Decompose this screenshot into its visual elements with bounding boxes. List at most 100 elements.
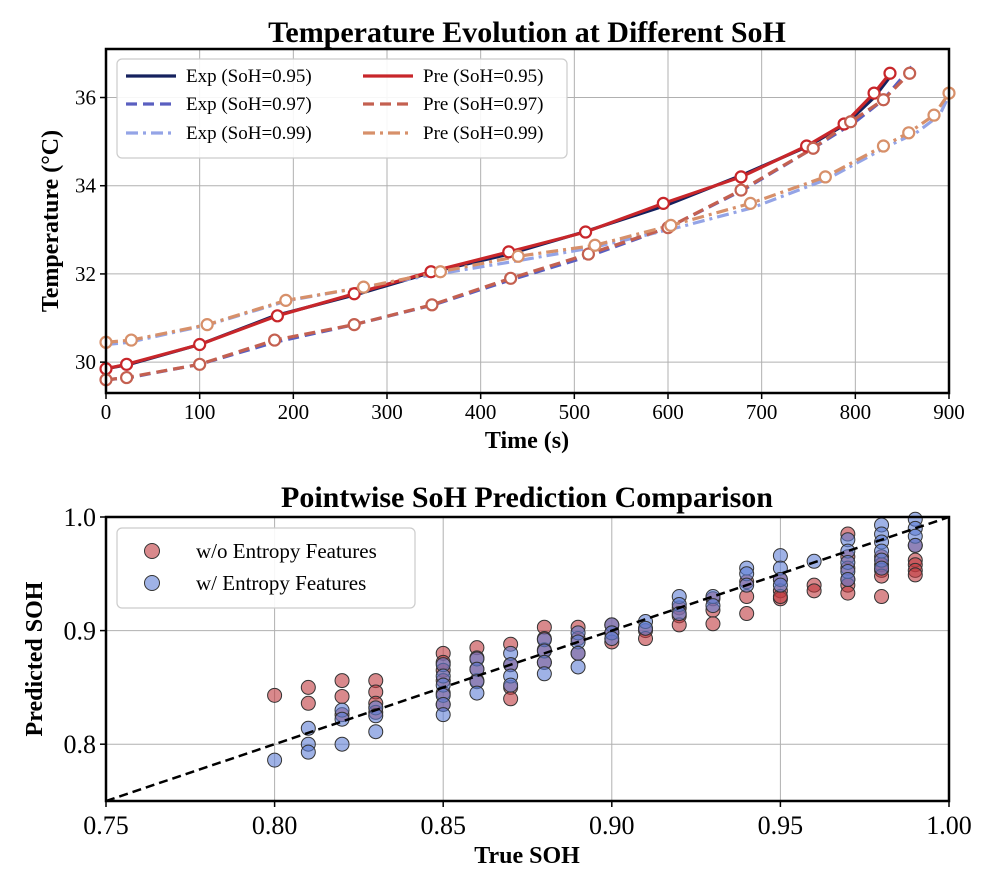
reference-line (105, 515, 950, 803)
scatter-chart: Pointwise SoH Prediction Comparison 0.75… (22, 481, 972, 869)
scatter-points (267, 511, 923, 768)
plot-frame (104, 515, 951, 803)
x-tick-label: 100 (184, 400, 216, 424)
legend-label: w/o Entropy Features (196, 539, 377, 563)
point-without-entropy (334, 688, 350, 704)
data-marker (867, 86, 881, 100)
legend: w/o Entropy Features w/ Entropy Features (116, 527, 416, 609)
data-marker (734, 183, 748, 197)
series-line-6 (105, 92, 951, 344)
legend-box (116, 527, 416, 609)
data-marker (193, 337, 207, 352)
data-marker (270, 309, 285, 323)
data-marker (200, 318, 214, 332)
x-axis-label: True SOH (474, 843, 580, 869)
x-tick-label: 500 (559, 400, 591, 424)
x-tick-label: 0.90 (589, 811, 635, 840)
data-marker (193, 357, 207, 371)
point-with-entropy (334, 736, 350, 752)
y-tick-label: 0.9 (64, 617, 97, 646)
point-without-entropy (300, 695, 316, 711)
data-marker (433, 265, 447, 279)
tick-labels: 0.75 0.80 0.85 0.90 0.95 1.00 0.8 0.9 1.0 (64, 503, 972, 840)
data-marker (818, 170, 832, 184)
data-marker (425, 298, 439, 312)
y-tick-label: 0.8 (64, 730, 97, 759)
data-marker (504, 271, 518, 285)
point-with-entropy (435, 707, 451, 723)
temperature-chart: Temperature Evolution at Different SoH 0… (38, 16, 965, 454)
x-tick-label: 0.75 (83, 811, 129, 840)
x-tick-label: 1.00 (926, 811, 972, 840)
chart-title: Temperature Evolution at Different SoH (268, 16, 786, 49)
y-axis-label: Predicted SOH (22, 581, 48, 736)
data-marker (883, 66, 897, 80)
data-marker (347, 287, 361, 301)
data-marker (356, 280, 371, 294)
point-without-entropy (907, 567, 923, 583)
legend-label: Exp (SoH=0.97) (186, 94, 312, 115)
point-with-entropy (671, 606, 687, 622)
point-without-entropy (806, 583, 822, 599)
point-without-entropy (705, 616, 721, 632)
tick-labels: 0 100 200 300 400 500 600 700 800 900 30 32 34 36 (75, 86, 965, 424)
point-with-entropy (469, 685, 485, 701)
point-without-entropy (267, 687, 283, 703)
data-marker (511, 249, 525, 263)
data-marker (656, 196, 670, 210)
x-tick-label: 300 (371, 400, 403, 424)
legend-box (116, 58, 568, 159)
point-with-entropy (772, 548, 788, 564)
y-axis-label: Temperature (°C) (38, 130, 64, 312)
x-axis-label: Time (s) (485, 428, 569, 454)
y-tick-label: 34 (75, 174, 97, 198)
legend-label: Exp (SoH=0.95) (186, 66, 312, 87)
plot-frame (104, 47, 951, 395)
y-tick-label: 32 (75, 262, 96, 286)
data-marker (268, 333, 282, 347)
data-marker (347, 318, 361, 332)
y-tick-label: 36 (75, 86, 96, 110)
point-with-entropy (570, 659, 586, 675)
data-marker (578, 225, 593, 239)
chart-title: Pointwise SoH Prediction Comparison (281, 481, 773, 514)
point-with-entropy (267, 752, 283, 768)
point-without-entropy (874, 589, 890, 605)
point-without-entropy (739, 606, 755, 622)
data-marker (120, 357, 134, 371)
data-marker (279, 293, 293, 307)
legend-marker (144, 543, 160, 559)
x-tick-label: 0.85 (420, 811, 466, 840)
legend-marker (144, 575, 160, 591)
series-line-4 (105, 72, 892, 371)
point-with-entropy (705, 598, 721, 614)
x-tick-label: 400 (465, 400, 497, 424)
data-marker (902, 126, 916, 140)
x-tick-label: 900 (933, 400, 965, 424)
data-marker (734, 170, 748, 184)
legend-label: Exp (SoH=0.99) (186, 123, 312, 144)
x-tick-label: 700 (746, 400, 778, 424)
point-with-entropy (503, 677, 519, 693)
legend: Exp (SoH=0.95) Exp (SoH=0.97) Exp (SoH=0.9… (116, 58, 568, 159)
y-tick-label: 1.0 (64, 503, 97, 532)
point-with-entropy (300, 744, 316, 760)
series-markers (99, 66, 956, 387)
point-with-entropy (638, 620, 654, 636)
point-with-entropy (570, 645, 586, 661)
point-with-entropy (368, 724, 384, 740)
legend-label: Pre (SoH=0.97) (423, 94, 544, 115)
x-tick-label: 600 (652, 400, 684, 424)
point-without-entropy (300, 679, 316, 695)
x-tick-label: 0 (101, 400, 112, 424)
point-without-entropy (334, 673, 350, 689)
data-marker (588, 238, 602, 252)
data-marker (927, 108, 941, 122)
legend-label: w/ Entropy Features (196, 571, 366, 595)
data-marker (124, 333, 138, 347)
point-with-entropy (840, 571, 856, 587)
data-marker (903, 66, 917, 80)
point-with-entropy (907, 537, 923, 553)
x-tick-label: 200 (278, 400, 310, 424)
data-marker (876, 93, 891, 107)
